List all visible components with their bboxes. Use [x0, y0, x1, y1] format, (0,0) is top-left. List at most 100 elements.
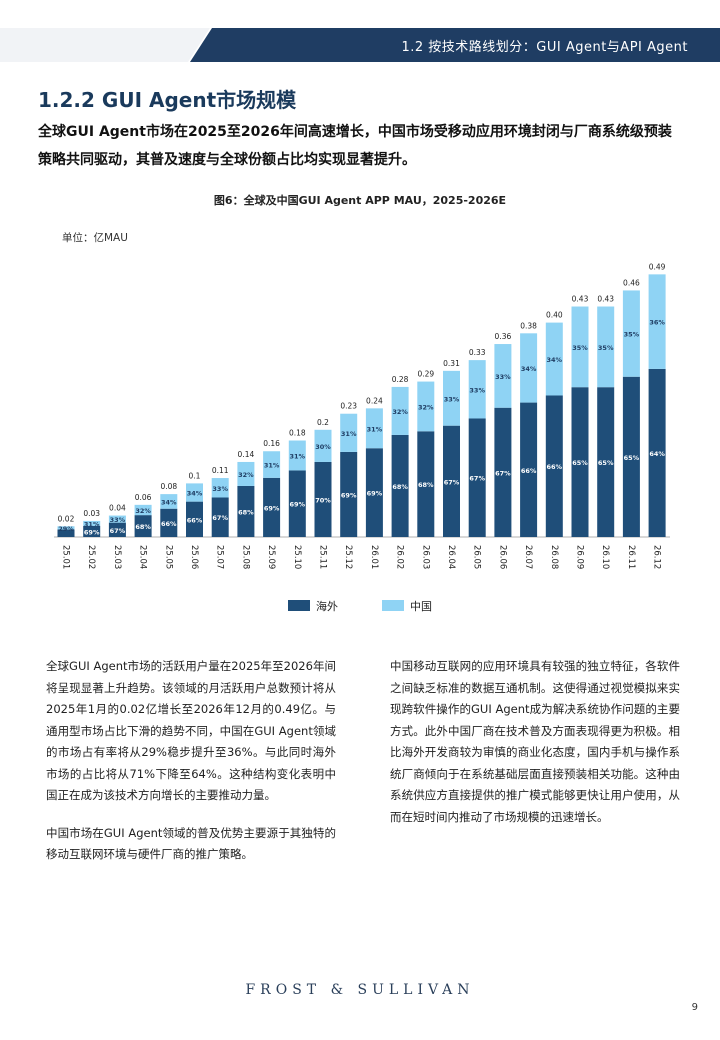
bar-overseas [520, 402, 538, 537]
data-label-total: 0.33 [469, 348, 486, 357]
bar-china [160, 494, 178, 509]
data-label-overseas-share: 65% [572, 459, 588, 467]
data-label-overseas-share: 67% [469, 475, 485, 483]
legend-label-china: 中国 [410, 600, 432, 613]
data-label-total: 0.49 [649, 262, 666, 271]
data-label-china-share: 32% [392, 408, 408, 416]
x-tick-label: 26.07 [523, 545, 533, 569]
bar-overseas [597, 387, 615, 537]
data-label-china-share: 29% [58, 525, 74, 533]
x-tick-label: 26.11 [626, 545, 636, 569]
x-tick-label: 26.12 [652, 545, 662, 569]
data-label-china-share: 32% [238, 471, 254, 479]
bar-china [571, 306, 589, 388]
data-label-china-share: 30% [315, 443, 331, 451]
data-label-china-share: 33% [469, 386, 485, 394]
bar-china [391, 386, 409, 435]
page-number: 9 [691, 1002, 698, 1013]
body-paragraph: 中国市场在GUI Agent领域的普及优势主要源于其独特的移动互联网环境与硬件厂… [46, 825, 336, 862]
data-label-overseas-share: 66% [547, 463, 563, 471]
data-label-total: 0.06 [135, 493, 152, 502]
header-band-graphic [0, 28, 720, 62]
x-tick-label: 25.11 [318, 545, 328, 569]
bar-china [211, 478, 229, 498]
data-label-total: 0.38 [520, 321, 537, 330]
bar-china [443, 370, 460, 426]
header-band [0, 28, 720, 62]
data-label-overseas-share: 67% [444, 478, 460, 486]
data-label-total: 0.11 [212, 466, 229, 475]
data-label-china-share: 32% [418, 403, 434, 411]
body-column-right: 中国移动互联网的应用环境具有较强的独立特征，各软件之间缺乏标准的数据互通机制。这… [390, 656, 680, 844]
bar-china [314, 429, 332, 462]
data-label-china-share: 34% [161, 498, 177, 506]
x-tick-label: 25.03 [112, 545, 122, 569]
data-label-overseas-share: 66% [187, 516, 203, 524]
data-label-china-share: 33% [444, 395, 460, 403]
figure-title: 图6：全球及中国GUI Agent APP MAU，2025-2026E [213, 194, 507, 207]
data-label-overseas-share: 65% [624, 454, 640, 462]
data-label-overseas-share: 66% [161, 520, 177, 528]
bar-china [57, 526, 75, 530]
data-label-overseas-share: 66% [521, 467, 537, 475]
bar-overseas [571, 387, 589, 537]
bar-overseas [365, 448, 383, 537]
bar-overseas [545, 395, 563, 537]
x-tick-label: 25.06 [189, 545, 199, 569]
data-label-total: 0.43 [572, 295, 589, 304]
data-label-overseas-share: 69% [341, 491, 357, 499]
x-tick-label: 26.04 [446, 545, 456, 569]
legend-item-overseas: 海外 [288, 598, 338, 614]
data-label-china-share: 31% [264, 462, 280, 470]
data-label-china-share: 35% [598, 344, 614, 352]
bar-overseas [468, 418, 486, 537]
data-label-china-share: 31% [290, 452, 306, 460]
data-label-overseas-share: 65% [598, 459, 614, 467]
x-tick-label: 26.05 [472, 545, 482, 569]
stacked-bar-chart: 71%29%0.0225.0169%31%0.0325.0267%33%0.04… [54, 262, 670, 569]
data-label-overseas-share: 68% [392, 483, 408, 491]
bar-china [134, 504, 152, 516]
bar-overseas [263, 477, 281, 537]
bar-overseas [648, 368, 666, 537]
body-column-left: 全球GUI Agent市场的活跃用户量在2025年至2026年间将呈现显著上升趋… [46, 656, 336, 882]
bar-china [468, 360, 486, 419]
body-paragraph: 全球GUI Agent市场的活跃用户量在2025年至2026年间将呈现显著上升趋… [46, 659, 336, 802]
data-label-overseas-share: 69% [290, 501, 306, 509]
legend-item-china: 中国 [382, 598, 432, 614]
bar-overseas [391, 434, 409, 537]
data-label-overseas-share: 68% [418, 481, 434, 489]
bar-overseas [340, 451, 358, 537]
bar-overseas [160, 508, 178, 537]
data-label-overseas-share: 70% [315, 496, 331, 504]
bar-overseas [288, 470, 306, 537]
bar-overseas [211, 497, 229, 537]
data-label-china-share: 33% [110, 516, 126, 524]
bar-overseas [186, 501, 203, 537]
bar-china [263, 451, 281, 478]
data-label-total: 0.16 [263, 439, 280, 448]
data-label-total: 0.03 [83, 509, 100, 518]
x-tick-label: 25.08 [240, 545, 250, 569]
x-tick-label: 25.07 [215, 545, 225, 569]
data-label-overseas-share: 69% [367, 490, 383, 498]
data-label-china-share: 33% [212, 485, 228, 493]
data-label-china-share: 33% [495, 373, 511, 381]
x-tick-label: 25.01 [61, 545, 71, 569]
bar-overseas [417, 431, 435, 537]
bar-china [597, 306, 615, 388]
x-tick-label: 26.03 [420, 545, 430, 569]
data-label-total: 0.46 [623, 278, 640, 287]
data-label-overseas-share: 69% [84, 528, 100, 536]
data-label-china-share: 32% [135, 507, 151, 515]
data-label-china-share: 31% [341, 430, 357, 438]
data-label-total: 0.18 [289, 429, 306, 438]
bar-china [288, 440, 306, 471]
x-tick-label: 26.09 [575, 545, 585, 569]
data-label-overseas-share: 67% [212, 514, 228, 522]
x-tick-label: 26.10 [600, 545, 610, 569]
bar-overseas [134, 515, 152, 537]
data-label-total: 0.08 [160, 482, 177, 491]
x-tick-label: 25.12 [343, 545, 353, 569]
data-label-china-share: 34% [547, 356, 563, 364]
